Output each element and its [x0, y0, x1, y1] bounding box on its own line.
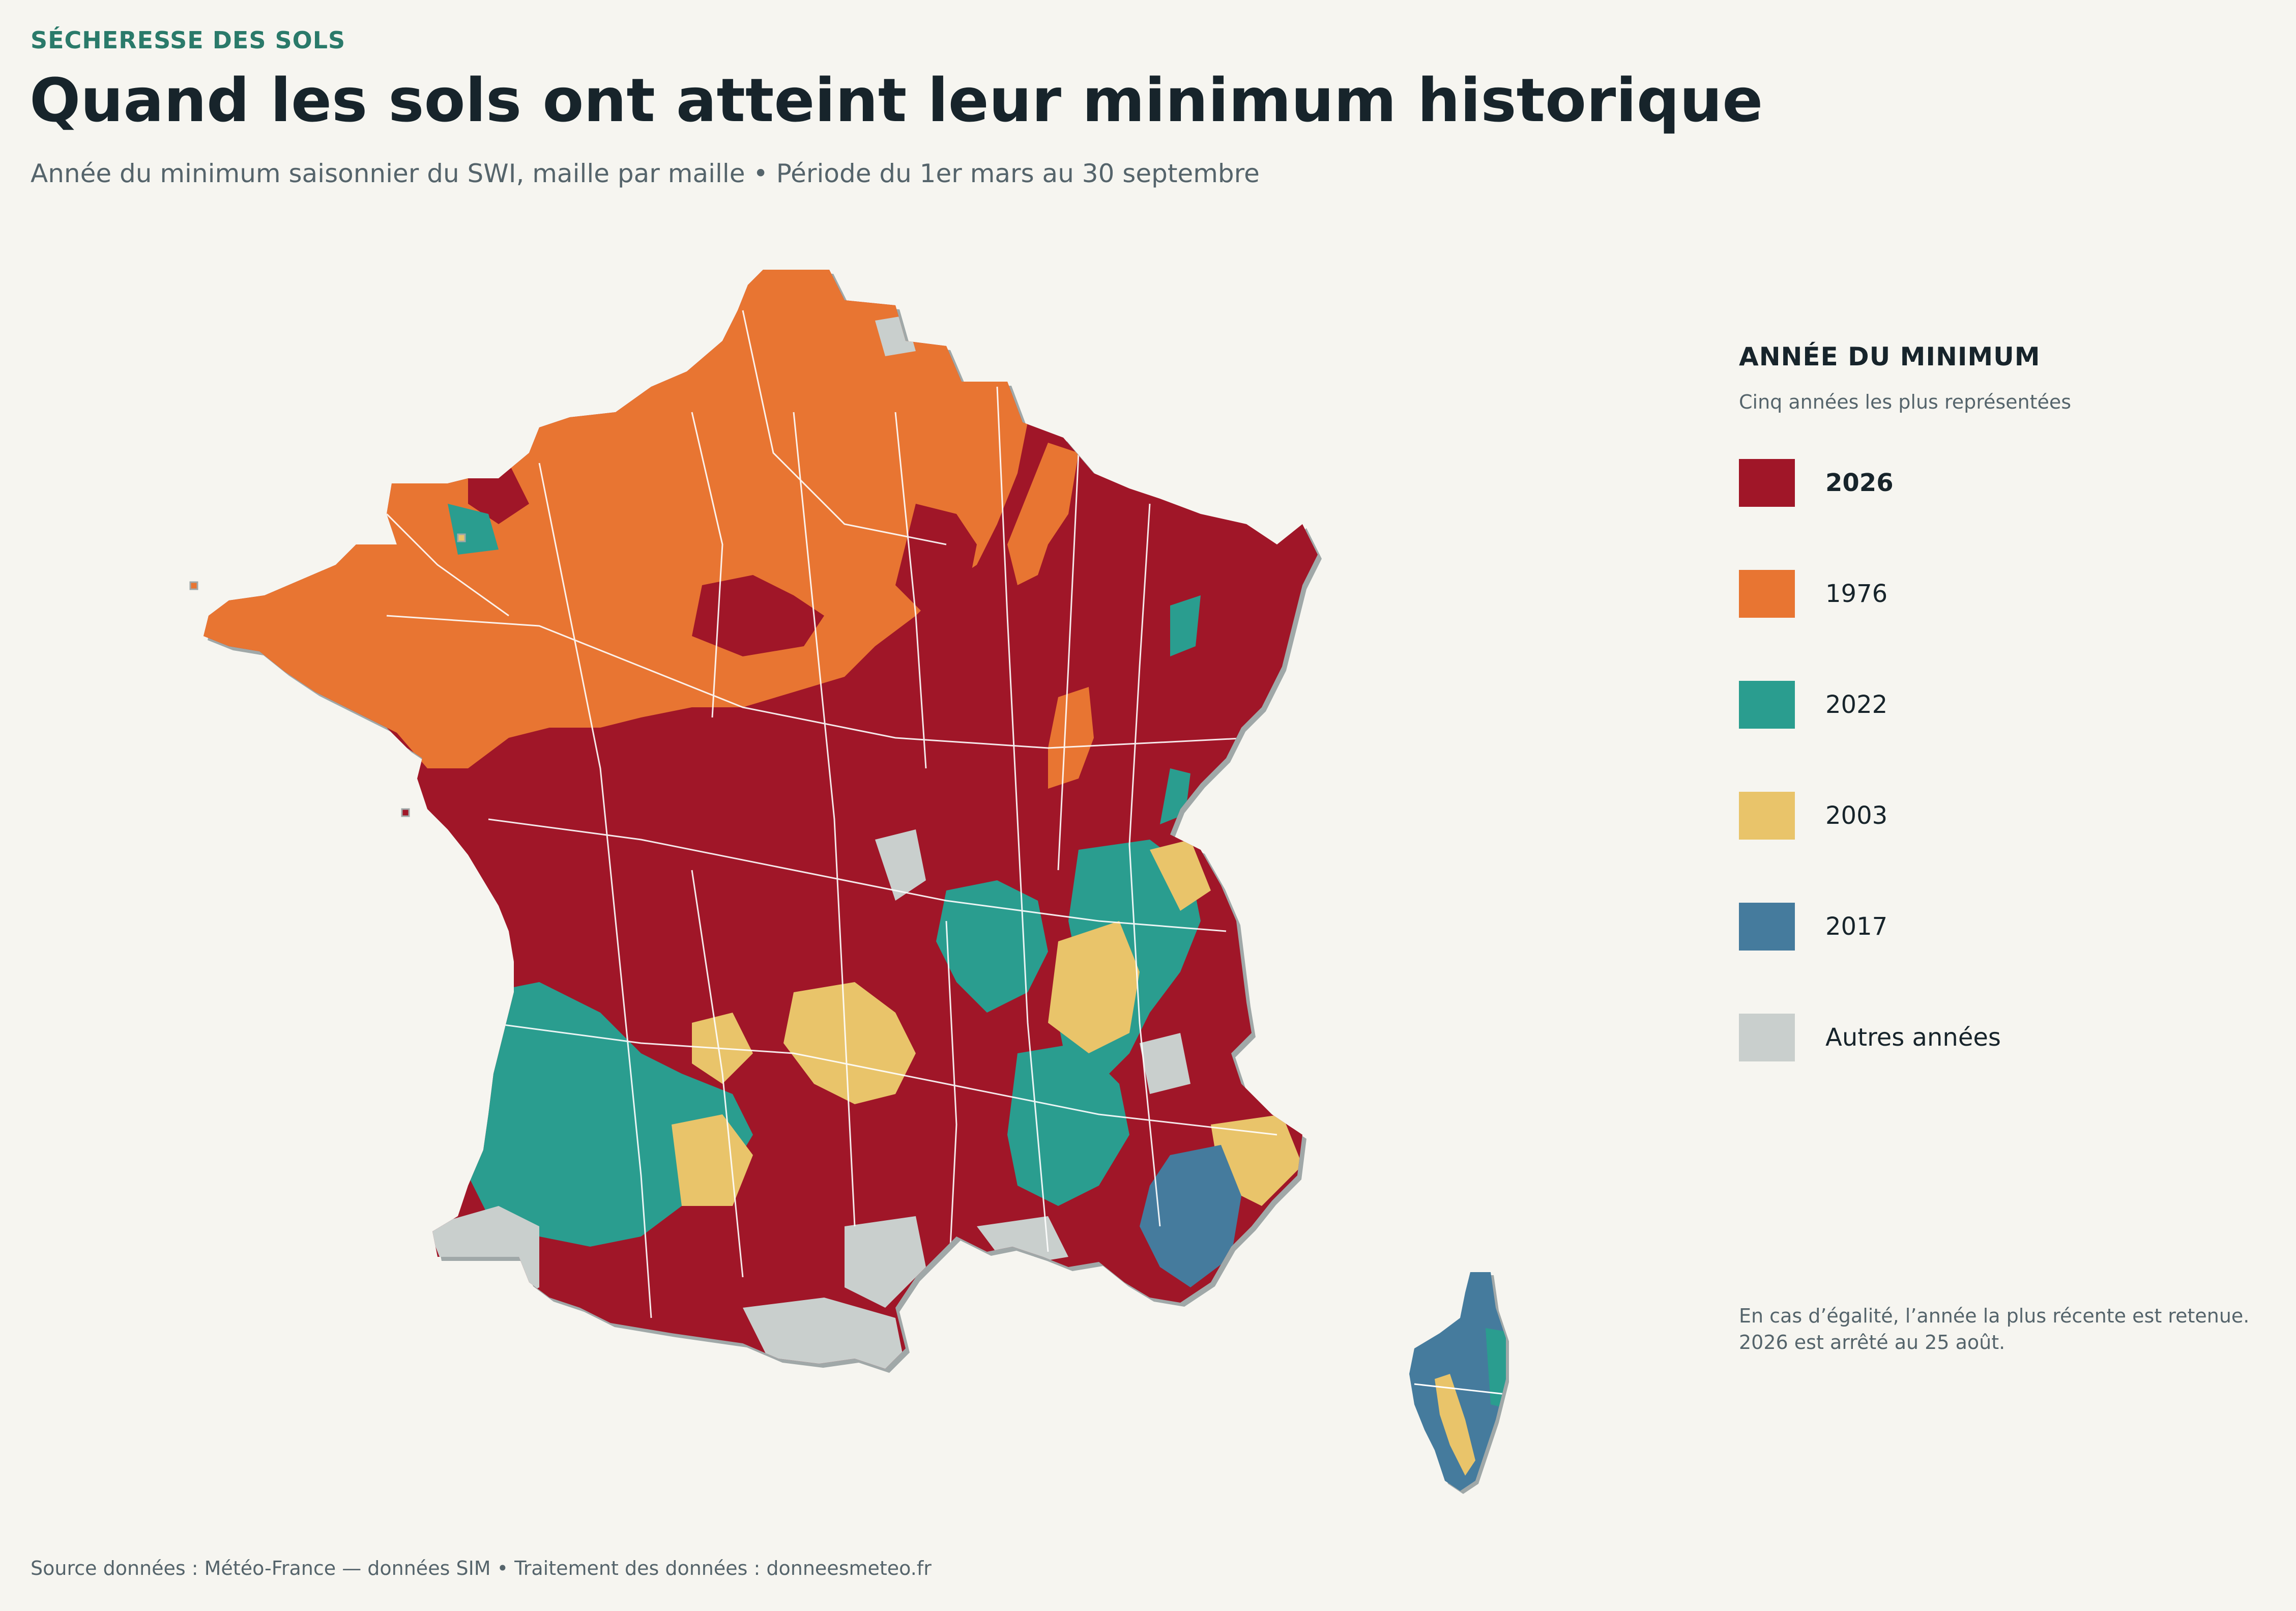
legend-label: 2022: [1825, 691, 1888, 719]
legend-subtitle: Cinq années les plus représentées: [1739, 391, 2072, 413]
legend-swatch: [1739, 903, 1795, 951]
region-2022-rhone: [1007, 1043, 1129, 1206]
source-credit: Source données : Météo-France — données …: [31, 1557, 932, 1579]
island-noirmoutier: [401, 808, 410, 817]
legend-items: 2026 1976 2022 2003 2017 Autres années: [1739, 459, 2278, 1061]
region-2003-savoie: [1150, 840, 1211, 911]
footnote-line-1: En cas d’égalité, l’année la plus récent…: [1739, 1305, 2250, 1327]
legend-swatch: [1739, 570, 1795, 618]
legend: ANNÉE DU MINIMUM Cinq années les plus re…: [1739, 342, 2278, 1125]
region-other-roussillon: [845, 1216, 926, 1308]
legend-swatch: [1739, 1014, 1795, 1061]
legend-label: 2003: [1825, 801, 1888, 830]
region-2022-alsace: [1170, 595, 1201, 656]
legend-title: ANNÉE DU MINIMUM: [1739, 342, 2041, 371]
page-subtitle: Année du minimum saisonnier du SWI, mail…: [31, 159, 1260, 188]
corsica-region-2022: [1486, 1328, 1506, 1409]
legend-item-2017: 2017: [1739, 903, 2278, 951]
france-map: [183, 260, 1536, 1511]
legend-item-autres: Autres années: [1739, 1014, 2278, 1061]
region-other-pyrenees: [743, 1298, 906, 1369]
corsica-region-2003: [1435, 1374, 1475, 1476]
legend-label: 1976: [1825, 580, 1888, 608]
region-2022-center: [936, 880, 1048, 1013]
page-title: Quand les sols ont atteint leur minimum …: [30, 65, 1763, 135]
legend-swatch: [1739, 681, 1795, 729]
legend-item-2026: 2026: [1739, 459, 2278, 507]
region-other-aquitaine: [427, 1206, 539, 1308]
region-other-alps: [1140, 1033, 1190, 1094]
legend-item-1976: 1976: [1739, 570, 2278, 618]
legend-item-2003: 2003: [1739, 792, 2278, 840]
island-batz: [457, 533, 466, 542]
region-other-centre: [875, 829, 926, 901]
france-map-svg: [189, 270, 1509, 1494]
department-borders: [386, 310, 1277, 1329]
region-2017-var: [1140, 1145, 1241, 1287]
legend-label: 2017: [1825, 912, 1888, 941]
region-2026-center-north: [692, 575, 824, 656]
island-ouessant: [189, 581, 198, 590]
legend-item-2022: 2022: [1739, 681, 2278, 729]
region-2003-massif: [783, 982, 916, 1104]
region-2003-alps: [1048, 921, 1140, 1053]
legend-label: 2026: [1825, 469, 1894, 497]
region-2026-paris: [895, 504, 977, 616]
mainland-regions: [204, 270, 1318, 1369]
region-1976-spot: [1048, 687, 1094, 789]
legend-swatch: [1739, 792, 1795, 840]
kicker: SÉCHERESSE DES SOLS: [31, 26, 346, 54]
footnote-line-2: 2026 est arrêté au 25 août.: [1739, 1331, 2006, 1354]
region-1976-east: [1007, 443, 1079, 585]
region-other-vendee: [448, 941, 499, 1002]
footnote: En cas d’égalité, l’année la plus récent…: [1739, 1303, 2288, 1356]
legend-label: Autres années: [1825, 1023, 2001, 1052]
legend-swatch: [1739, 459, 1795, 507]
